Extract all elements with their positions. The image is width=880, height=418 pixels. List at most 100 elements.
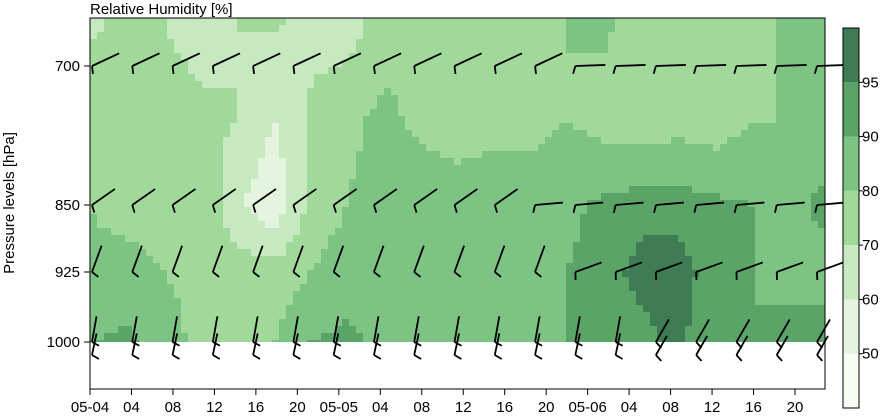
rh-cell (321, 53, 329, 61)
rh-cell (601, 144, 609, 152)
rh-cell (139, 165, 147, 173)
rh-cell (300, 116, 308, 124)
rh-cell (328, 291, 336, 299)
rh-cell (461, 102, 469, 110)
rh-cell (391, 214, 399, 222)
rh-cell (489, 109, 497, 117)
rh-cell (734, 60, 742, 68)
rh-cell (279, 207, 287, 215)
rh-cell (615, 88, 623, 96)
rh-cell (419, 88, 427, 96)
rh-cell (650, 200, 658, 208)
rh-cell (244, 340, 252, 342)
rh-cell (580, 214, 588, 222)
rh-cell (657, 130, 665, 138)
rh-cell (643, 270, 651, 278)
rh-cell (517, 235, 525, 243)
rh-cell (468, 144, 476, 152)
rh-cell (349, 116, 357, 124)
rh-cell (286, 81, 294, 89)
rh-cell (818, 270, 825, 278)
rh-cell (699, 53, 707, 61)
rh-cell (517, 172, 525, 180)
rh-cell (272, 165, 280, 173)
rh-cell (160, 277, 168, 285)
rh-cell (489, 200, 497, 208)
rh-cell (321, 249, 329, 257)
rh-cell (608, 235, 616, 243)
rh-cell (342, 109, 350, 117)
rh-cell (342, 179, 350, 187)
rh-cell (538, 186, 546, 194)
rh-cell (636, 298, 644, 306)
rh-cell (125, 228, 133, 236)
rh-cell (524, 18, 532, 26)
rh-cell (524, 74, 532, 82)
rh-cell (125, 270, 133, 278)
rh-cell (118, 221, 126, 229)
rh-cell (524, 53, 532, 61)
rh-cell (209, 207, 217, 215)
rh-cell (706, 172, 714, 180)
rh-cell (608, 207, 616, 215)
rh-cell (447, 32, 455, 40)
rh-cell (622, 67, 630, 75)
rh-cell (692, 67, 700, 75)
rh-cell (111, 25, 119, 33)
rh-cell (293, 305, 301, 313)
rh-cell (650, 123, 658, 131)
rh-cell (699, 228, 707, 236)
rh-cell (167, 333, 175, 341)
rh-cell (258, 116, 266, 124)
rh-cell (258, 25, 266, 33)
rh-cell (426, 116, 434, 124)
rh-cell (293, 144, 301, 152)
rh-cell (699, 319, 707, 327)
rh-cell (783, 305, 791, 313)
rh-cell (468, 95, 476, 103)
rh-cell (685, 298, 693, 306)
rh-cell (650, 144, 658, 152)
rh-cell (601, 207, 609, 215)
rh-cell (587, 102, 595, 110)
rh-cell (475, 130, 483, 138)
rh-cell (762, 151, 770, 159)
rh-cell (111, 277, 119, 285)
rh-cell (671, 158, 679, 166)
rh-cell (286, 270, 294, 278)
rh-cell (195, 333, 203, 341)
rh-cell (706, 53, 714, 61)
rh-cell (769, 74, 777, 82)
rh-cell (419, 277, 427, 285)
rh-cell (118, 333, 126, 341)
rh-cell (349, 88, 357, 96)
rh-cell (349, 39, 357, 47)
rh-cell (461, 74, 469, 82)
rh-cell (461, 221, 469, 229)
rh-cell (104, 207, 112, 215)
rh-cell (790, 340, 798, 342)
rh-cell (398, 53, 406, 61)
rh-cell (258, 221, 266, 229)
rh-cell (349, 270, 357, 278)
rh-cell (223, 207, 231, 215)
rh-cell (762, 193, 770, 201)
rh-cell (643, 123, 651, 131)
rh-cell (244, 95, 252, 103)
rh-cell (405, 193, 413, 201)
rh-cell (384, 263, 392, 271)
rh-cell (251, 284, 259, 292)
rh-cell (307, 116, 315, 124)
rh-cell (454, 123, 462, 131)
rh-cell (678, 151, 686, 159)
rh-cell (671, 46, 679, 54)
rh-cell (104, 60, 112, 68)
rh-cell (699, 116, 707, 124)
rh-cell (111, 116, 119, 124)
rh-cell (769, 88, 777, 96)
rh-cell (419, 340, 427, 342)
rh-cell (608, 109, 616, 117)
rh-cell (748, 214, 756, 222)
rh-cell (335, 242, 343, 250)
rh-cell (685, 312, 693, 320)
